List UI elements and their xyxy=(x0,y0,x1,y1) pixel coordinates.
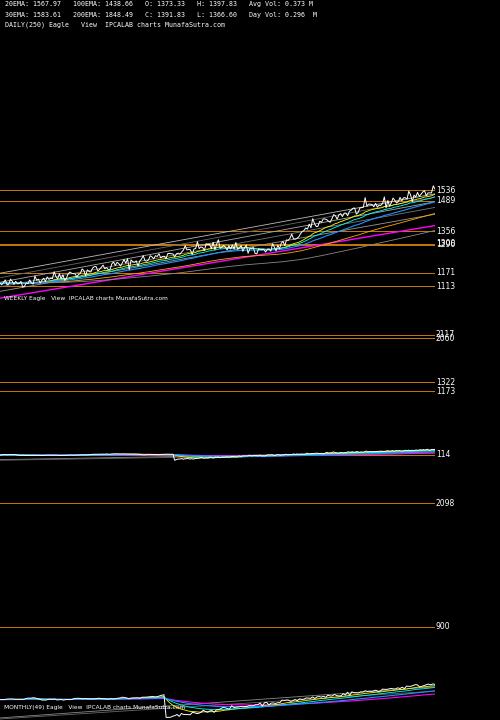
Text: 900: 900 xyxy=(436,622,450,631)
Text: 2060: 2060 xyxy=(436,333,455,343)
Text: 1171: 1171 xyxy=(436,269,455,277)
Text: DAILY(250) Eagle   View  IPCALAB charts MunafaSutra.com: DAILY(250) Eagle View IPCALAB charts Mun… xyxy=(5,22,225,28)
Text: 1113: 1113 xyxy=(436,282,455,291)
Text: MONTHLY(49) Eagle   View  IPCALAB charts MunafaSutra.com: MONTHLY(49) Eagle View IPCALAB charts Mu… xyxy=(4,705,186,710)
Text: 2117: 2117 xyxy=(436,330,455,339)
Text: WEEKLY Eagle   View  IPCALAB charts MunafaSutra.com: WEEKLY Eagle View IPCALAB charts MunafaS… xyxy=(4,296,168,301)
Text: 20EMA: 1567.97   100EMA: 1438.66   O: 1373.33   H: 1397.83   Avg Vol: 0.373 M: 20EMA: 1567.97 100EMA: 1438.66 O: 1373.3… xyxy=(5,1,313,7)
Text: 114: 114 xyxy=(436,450,450,459)
Text: 1173: 1173 xyxy=(436,387,455,396)
Text: 1536: 1536 xyxy=(436,186,455,194)
Text: 1489: 1489 xyxy=(436,197,455,205)
Text: 2098: 2098 xyxy=(436,498,455,508)
Text: 1300: 1300 xyxy=(436,239,455,248)
Text: 1356: 1356 xyxy=(436,227,455,235)
Text: 1322: 1322 xyxy=(436,378,455,387)
Text: 30EMA: 1583.61   200EMA: 1848.49   C: 1391.83   L: 1366.60   Day Vol: 0.296  M: 30EMA: 1583.61 200EMA: 1848.49 C: 1391.8… xyxy=(5,12,317,17)
Text: 1296: 1296 xyxy=(436,240,455,249)
